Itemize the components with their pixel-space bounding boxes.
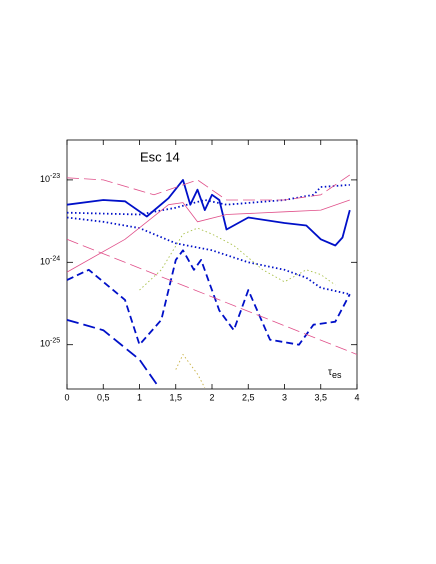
x-tick-label: 0 [64, 392, 69, 402]
y-tick-label: 10-23 [40, 173, 60, 185]
series-line [67, 184, 350, 216]
x-tick-label: 3 [282, 392, 287, 402]
series-line [139, 227, 336, 291]
y-tick-exponent: -24 [50, 255, 60, 262]
series-line [67, 174, 351, 201]
x-tick-label: 4 [354, 392, 359, 402]
plot-area [67, 174, 357, 389]
series-line [67, 199, 350, 273]
y-tick-base: 10 [40, 257, 50, 267]
y-tick-base: 10 [40, 339, 50, 349]
y-tick-exponent: -23 [50, 173, 60, 180]
y-tick-exponent: -25 [50, 338, 60, 345]
series-line [67, 179, 351, 247]
x-tick-label: 2 [209, 392, 214, 402]
x-tick-label: 2,5 [242, 392, 255, 402]
series-line [67, 238, 357, 355]
series-line [175, 354, 206, 389]
series-line [67, 216, 350, 296]
y-tick-base: 10 [40, 174, 50, 184]
x-tick-label: 1,5 [169, 392, 182, 402]
chart-title: Esc 14 [140, 149, 180, 164]
series-line [67, 319, 159, 387]
x-tick-label: 3,5 [314, 392, 327, 402]
x-tick-label: 0,5 [97, 392, 110, 402]
y-tick-label: 10-24 [40, 255, 60, 267]
x-tick-label: 1 [137, 392, 142, 402]
x-axis-label: τes [328, 367, 342, 381]
x-axis-symbol: τ [328, 367, 332, 378]
series-line [67, 249, 351, 346]
x-axis-subscript: es [332, 370, 342, 380]
y-tick-label: 10-25 [40, 338, 60, 350]
